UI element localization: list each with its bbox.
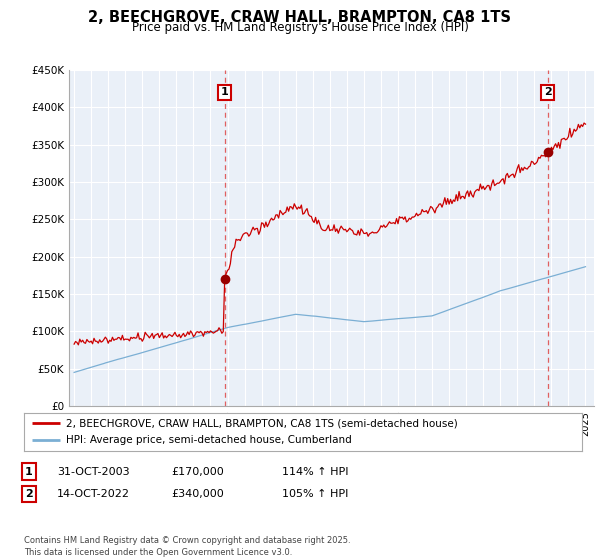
- Text: 2, BEECHGROVE, CRAW HALL, BRAMPTON, CA8 1TS (semi-detached house): 2, BEECHGROVE, CRAW HALL, BRAMPTON, CA8 …: [66, 418, 458, 428]
- Text: 1: 1: [25, 466, 32, 477]
- Text: HPI: Average price, semi-detached house, Cumberland: HPI: Average price, semi-detached house,…: [66, 435, 352, 445]
- Text: 1: 1: [221, 87, 229, 97]
- Text: Contains HM Land Registry data © Crown copyright and database right 2025.
This d: Contains HM Land Registry data © Crown c…: [24, 536, 350, 557]
- Text: Price paid vs. HM Land Registry's House Price Index (HPI): Price paid vs. HM Land Registry's House …: [131, 21, 469, 34]
- Text: 105% ↑ HPI: 105% ↑ HPI: [282, 489, 349, 499]
- Text: £340,000: £340,000: [171, 489, 224, 499]
- Text: 14-OCT-2022: 14-OCT-2022: [57, 489, 130, 499]
- Text: 31-OCT-2003: 31-OCT-2003: [57, 466, 130, 477]
- Text: £170,000: £170,000: [171, 466, 224, 477]
- Text: 2: 2: [544, 87, 551, 97]
- Text: 2: 2: [25, 489, 32, 499]
- Text: 2, BEECHGROVE, CRAW HALL, BRAMPTON, CA8 1TS: 2, BEECHGROVE, CRAW HALL, BRAMPTON, CA8 …: [89, 10, 511, 25]
- Text: 114% ↑ HPI: 114% ↑ HPI: [282, 466, 349, 477]
